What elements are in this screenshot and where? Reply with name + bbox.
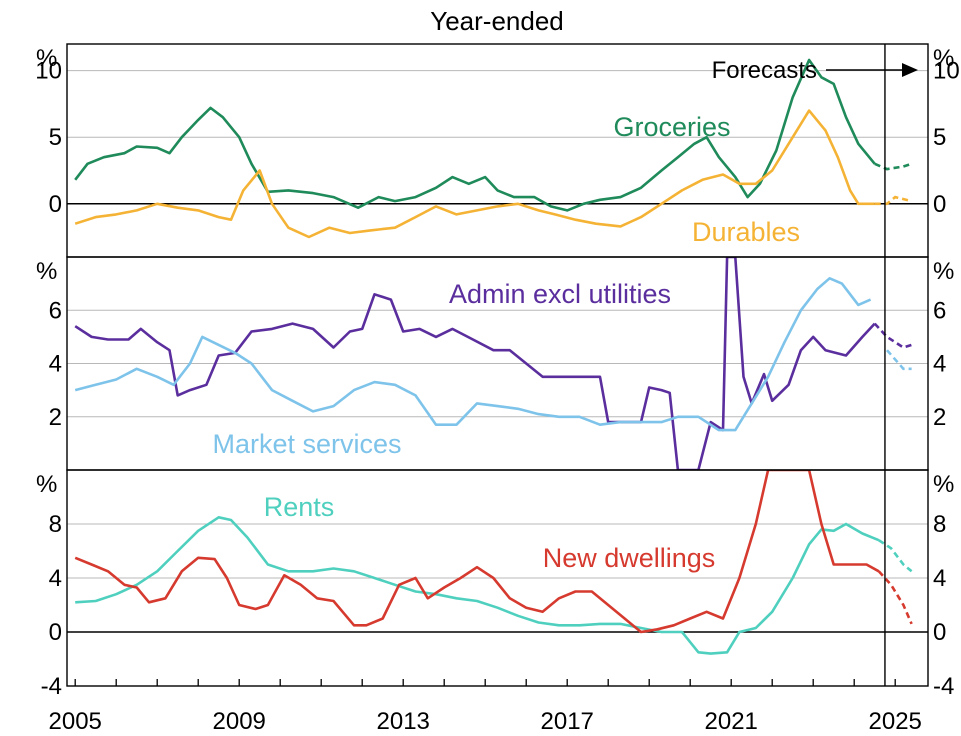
- y-tick-label-left: 2: [49, 404, 62, 431]
- x-tick-label: 2021: [705, 708, 758, 735]
- grid-layer: [67, 70, 928, 687]
- series-label-market: Market services: [212, 429, 401, 459]
- series-forecast-admin: [873, 322, 912, 349]
- unit-label-right: %: [933, 471, 954, 498]
- series-line-market: [74, 277, 872, 432]
- y-tick-label-right: 6: [933, 297, 946, 324]
- y-tick-label-right: -4: [933, 673, 954, 700]
- x-tick-label: 2017: [541, 708, 594, 735]
- panel-frame: [66, 469, 929, 687]
- y-tick-label-right: 0: [933, 191, 946, 218]
- y-tick-label-right: 4: [933, 565, 946, 592]
- series-forecast-groceries: [874, 162, 913, 171]
- series-line-rents: [75, 516, 880, 655]
- series-forecast-rents: [878, 539, 913, 573]
- x-tick-label: 2013: [377, 708, 430, 735]
- y-tick-label-left: 4: [49, 565, 62, 592]
- series-forecast-durables: [874, 195, 912, 206]
- series-label-durables: Durables: [692, 217, 800, 247]
- y-tick-label-left: 5: [49, 124, 62, 151]
- unit-label-right: %: [933, 45, 954, 72]
- unit-label-left: %: [36, 258, 57, 285]
- series-forecast-dwellings: [877, 570, 913, 625]
- series-label-rents: Rents: [264, 492, 335, 522]
- series-line-durables: [74, 109, 875, 239]
- y-tick-label-left: 0: [49, 191, 62, 218]
- series-layer: [74, 58, 913, 655]
- unit-label-left: %: [36, 471, 57, 498]
- y-tick-label-right: 2: [933, 404, 946, 431]
- series-label-admin: Admin excl utilities: [449, 279, 671, 309]
- y-tick-label-right: 10: [933, 58, 960, 85]
- x-tick-label: 2025: [869, 708, 922, 735]
- y-tick-label-right: 8: [933, 511, 946, 538]
- x-tick-label: 2009: [213, 708, 266, 735]
- y-tick-label-left: 4: [49, 351, 62, 378]
- y-tick-label-left: 0: [49, 619, 62, 646]
- frame-layer: [66, 43, 929, 687]
- y-tick-label-right: 0: [933, 619, 946, 646]
- y-tick-label-left: 10: [35, 58, 62, 85]
- y-tick-label-left: -4: [41, 673, 62, 700]
- series-forecast-market: [886, 349, 912, 371]
- series-label-groceries: Groceries: [613, 112, 730, 142]
- forecast-label: Forecasts: [712, 57, 817, 84]
- series-line-admin: [74, 257, 876, 470]
- y-tick-label-right: 4: [933, 351, 946, 378]
- x-tick-label: 2005: [49, 708, 102, 735]
- forecast-arrow-head: [902, 63, 918, 77]
- y-tick-label-left: 8: [49, 511, 62, 538]
- unit-label-right: %: [933, 258, 954, 285]
- chart-subtitle: Year-ended: [430, 6, 564, 36]
- y-tick-label-right: 5: [933, 124, 946, 151]
- unit-label-left: %: [36, 45, 57, 72]
- y-tick-label-left: 6: [49, 297, 62, 324]
- series-label-dwellings: New dwellings: [543, 543, 716, 573]
- series-line-dwellings: [74, 470, 880, 634]
- text-layer: 10 10 5 5 0 0% % Groceries Durables 6 6 4 4 2 2% % Admin…: [35, 45, 959, 735]
- series-line-groceries: [74, 58, 876, 212]
